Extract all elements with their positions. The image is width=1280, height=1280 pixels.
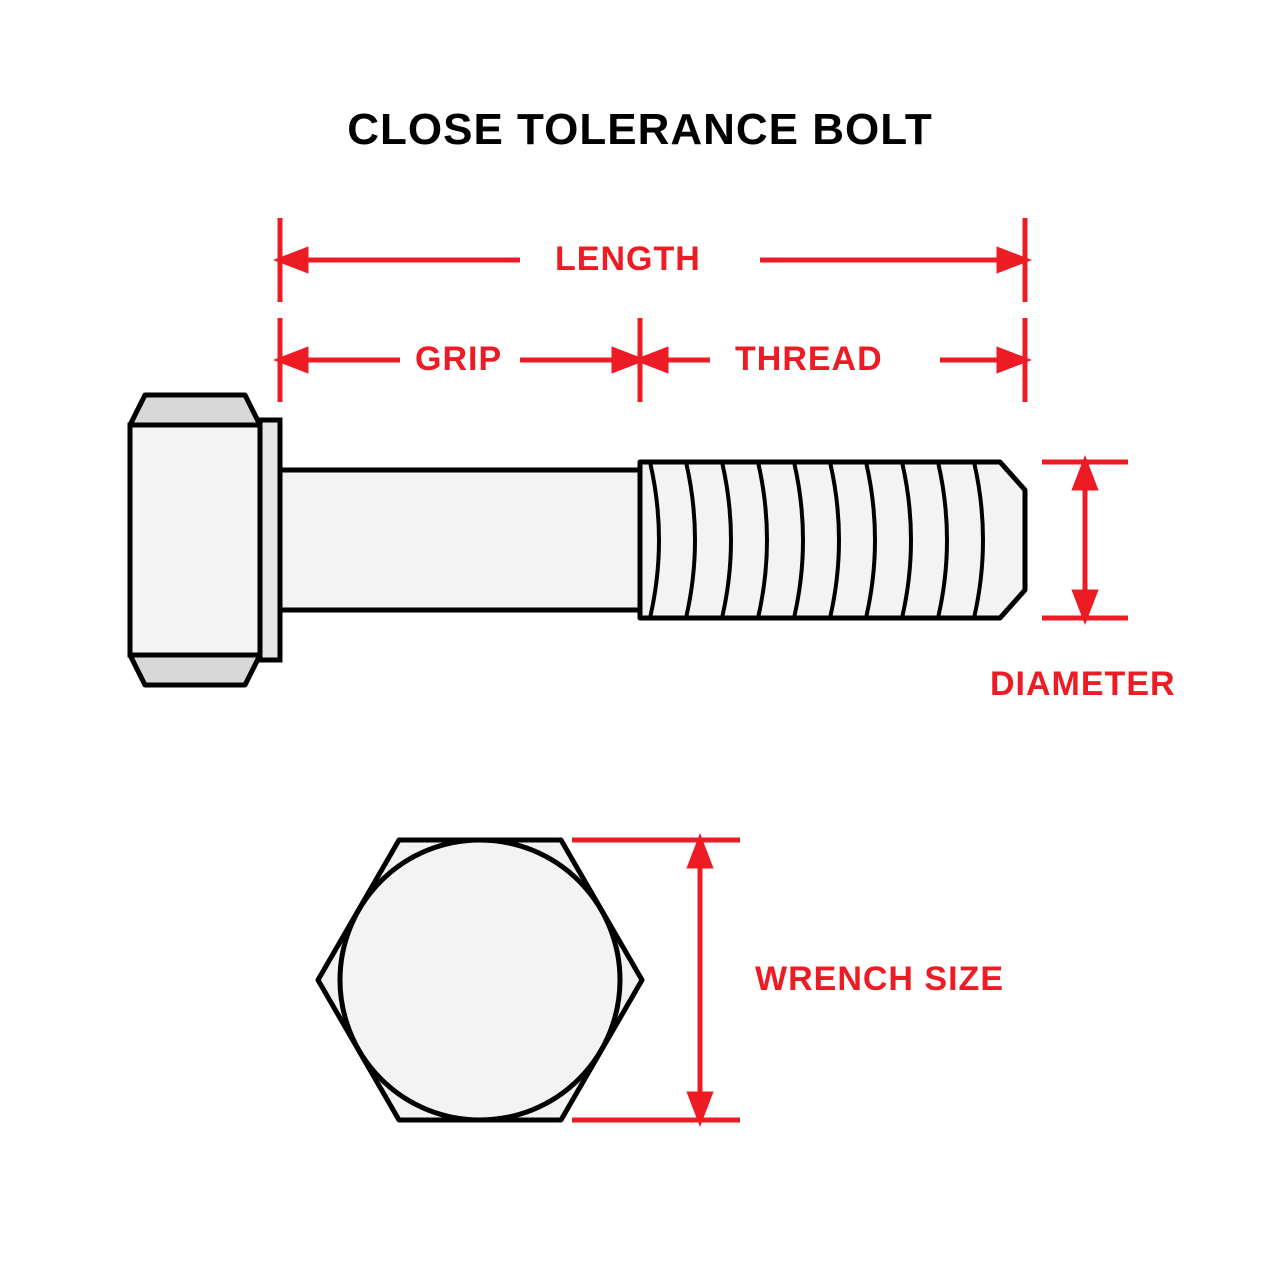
hex-outline — [318, 840, 642, 1120]
bolt-head-view — [0, 0, 1280, 1280]
